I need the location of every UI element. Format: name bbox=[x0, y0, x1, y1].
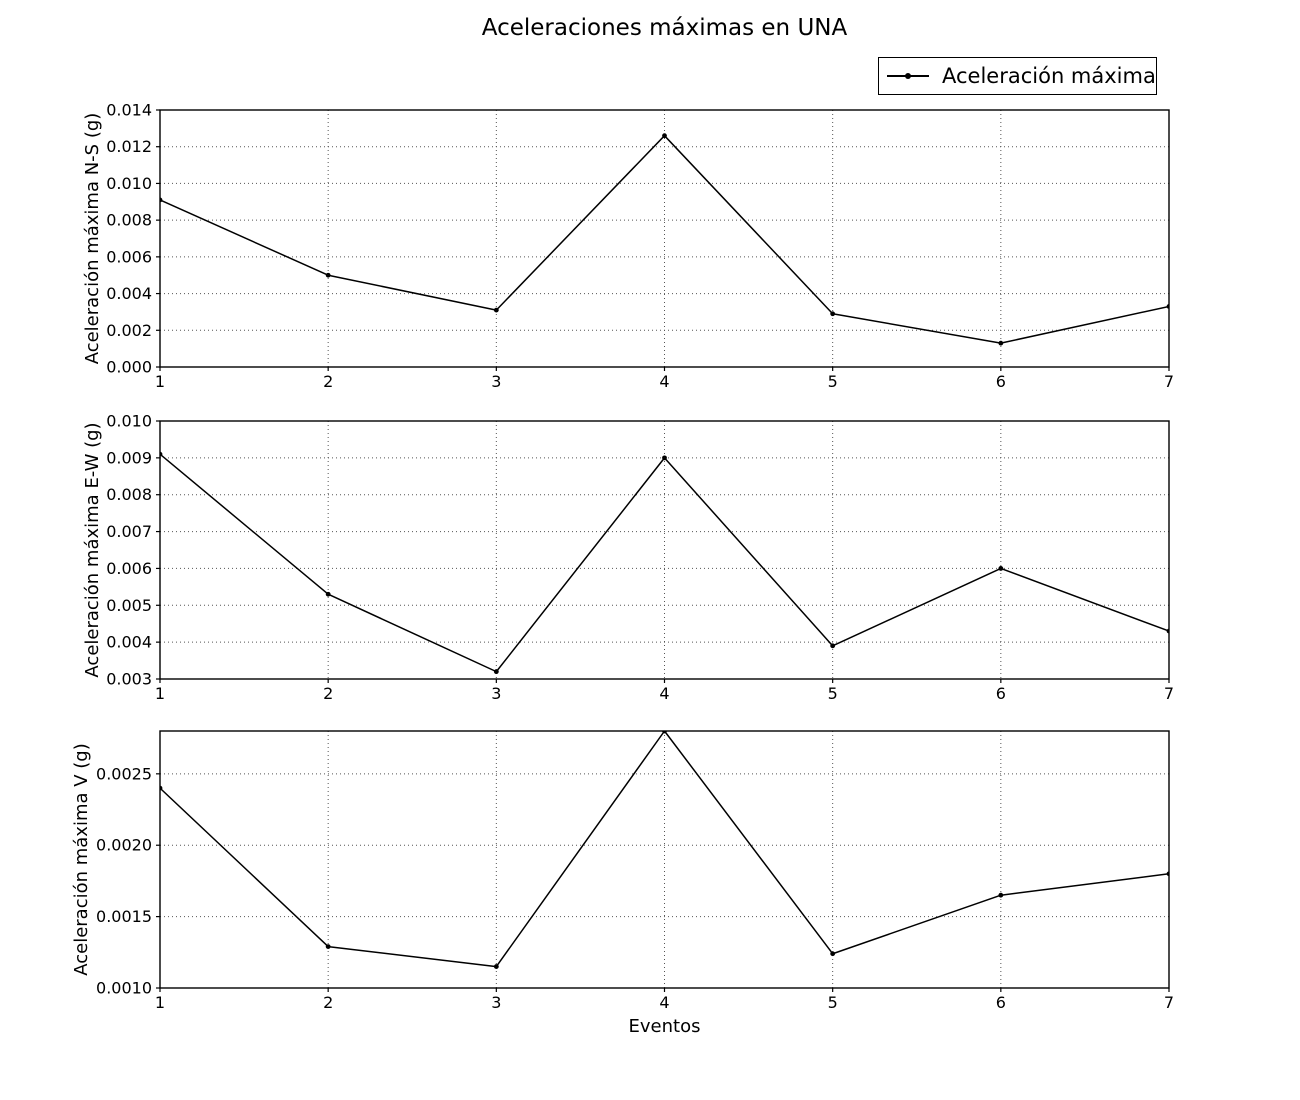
data-point bbox=[662, 455, 667, 461]
y-tick-label: 0.0020 bbox=[96, 836, 152, 855]
data-point bbox=[830, 643, 836, 649]
data-point bbox=[325, 944, 331, 949]
y-tick-label: 0.008 bbox=[106, 211, 152, 230]
data-point bbox=[160, 197, 163, 203]
y-tick-label: 0.010 bbox=[106, 174, 152, 193]
data-point bbox=[998, 340, 1004, 346]
y-tick-label: 0.008 bbox=[106, 485, 152, 504]
data-point bbox=[998, 566, 1004, 571]
x-tick-label: 7 bbox=[1164, 372, 1174, 391]
y-tick-label: 0.005 bbox=[106, 596, 152, 615]
x-tick-label: 5 bbox=[828, 684, 838, 703]
x-tick-label: 4 bbox=[659, 993, 669, 1012]
subplot-ns: 1 2 3 4 5 6 7 0.000 0.002 0.004 0.006 0.008 0.010 0.0… bbox=[82, 101, 1174, 392]
subplot-v: 1 2 3 4 5 6 7 0.0010 0.0015 0.0020 0.0025Aceleraci… bbox=[71, 730, 1174, 1012]
data-point bbox=[325, 272, 331, 278]
x-tick-label: 5 bbox=[828, 372, 838, 391]
data-point bbox=[493, 669, 499, 675]
subplot-ew: 1 2 3 4 5 6 7 0.003 0.004 0.005 0.006 0.007 0.008 0.0… bbox=[82, 412, 1174, 704]
data-point bbox=[1166, 871, 1169, 877]
data-point bbox=[830, 951, 836, 957]
x-tick-label: 2 bbox=[323, 684, 333, 703]
series-v bbox=[160, 730, 1169, 969]
y-tick-label: 0.014 bbox=[106, 101, 152, 120]
x-tick-label: 3 bbox=[491, 684, 501, 703]
x-tick-label: 4 bbox=[659, 372, 669, 391]
y-axis-label-ns: Aceleración máxima N-S (g) bbox=[82, 113, 103, 365]
y-tick-label: 0.006 bbox=[106, 559, 152, 578]
y-tick-label: 0.009 bbox=[106, 448, 152, 467]
data-point bbox=[493, 964, 499, 969]
y-tick-label: 0.004 bbox=[106, 633, 152, 652]
y-tick-label: 0.003 bbox=[106, 670, 152, 689]
y-tick-label: 0.000 bbox=[106, 358, 152, 377]
data-point bbox=[830, 311, 836, 317]
series-ew bbox=[160, 451, 1169, 675]
y-tick-label: 0.012 bbox=[106, 137, 152, 156]
x-tick-label: 7 bbox=[1164, 684, 1174, 703]
data-line bbox=[160, 453, 1169, 673]
axes-border bbox=[159, 109, 1170, 368]
x-tick-label: 6 bbox=[996, 993, 1006, 1012]
x-tick-label: 3 bbox=[491, 993, 501, 1012]
data-point bbox=[1166, 304, 1169, 309]
data-point bbox=[160, 451, 163, 457]
y-tick-label: 0.0025 bbox=[96, 764, 152, 783]
legend-label: Aceleración máxima bbox=[942, 64, 1156, 88]
y-tick-label: 0.002 bbox=[106, 321, 152, 340]
legend: Aceleración máxima bbox=[878, 57, 1157, 95]
data-point bbox=[662, 730, 667, 734]
y-axis-label-ew: Aceleración máxima E-W (g) bbox=[82, 422, 103, 677]
data-point bbox=[160, 785, 163, 791]
y-tick-label: 0.004 bbox=[106, 284, 152, 303]
legend-line-marker-icon bbox=[887, 73, 929, 79]
data-point bbox=[1166, 628, 1169, 634]
x-tick-label: 3 bbox=[491, 372, 501, 391]
data-point bbox=[998, 892, 1004, 898]
x-tick-label: 7 bbox=[1164, 993, 1174, 1012]
data-point bbox=[325, 591, 331, 597]
y-tick-label: 0.0010 bbox=[96, 979, 152, 998]
x-tick-label: 6 bbox=[996, 684, 1006, 703]
x-tick-label: 1 bbox=[155, 993, 165, 1012]
y-tick-label: 0.0015 bbox=[96, 907, 152, 926]
x-axis-label: Eventos bbox=[628, 1016, 701, 1037]
x-tick-label: 1 bbox=[155, 684, 165, 703]
x-tick-label: 6 bbox=[996, 372, 1006, 391]
y-tick-label: 0.007 bbox=[106, 522, 152, 541]
x-tick-label: 2 bbox=[323, 993, 333, 1012]
data-point bbox=[493, 307, 499, 313]
x-tick-label: 4 bbox=[659, 684, 669, 703]
y-tick-label: 0.010 bbox=[106, 412, 152, 431]
data-point bbox=[662, 133, 667, 139]
x-tick-label: 5 bbox=[828, 993, 838, 1012]
y-axis-label-v: Aceleración máxima V (g) bbox=[71, 743, 92, 976]
axes-border bbox=[159, 420, 1170, 680]
y-tick-label: 0.006 bbox=[106, 247, 152, 266]
chart-title: Aceleraciones máximas en UNA bbox=[481, 15, 848, 41]
x-tick-label: 2 bbox=[323, 372, 333, 391]
x-tick-label: 1 bbox=[155, 372, 165, 391]
series-ns bbox=[160, 133, 1169, 346]
